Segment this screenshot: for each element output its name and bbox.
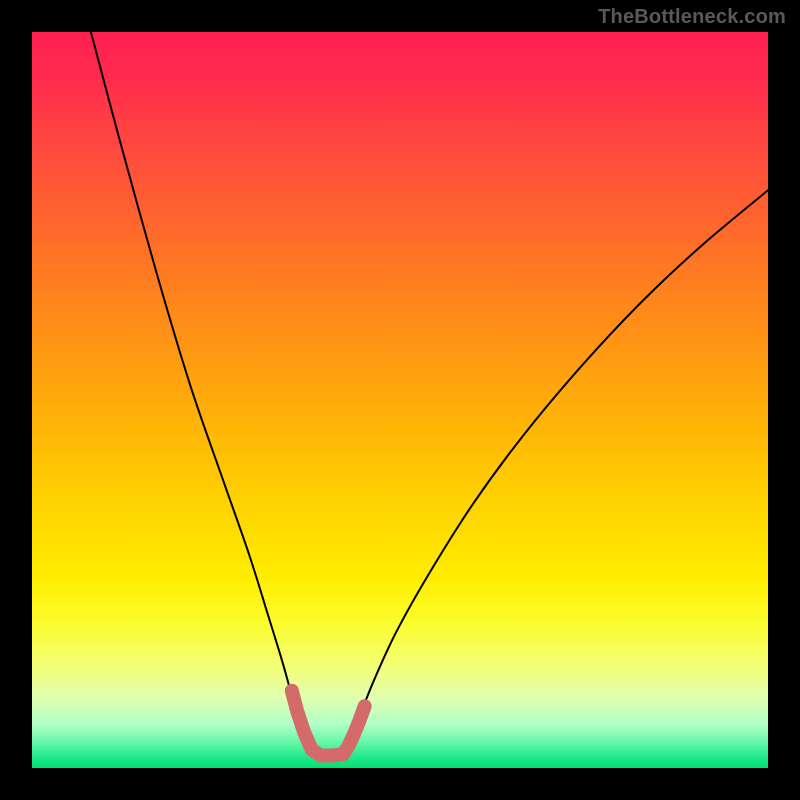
figure-frame: TheBottleneck.com [0,0,800,800]
marker-polyline [292,691,365,756]
plot-area [32,32,768,768]
highlight-marker [32,32,768,768]
watermark-text: TheBottleneck.com [598,6,786,29]
